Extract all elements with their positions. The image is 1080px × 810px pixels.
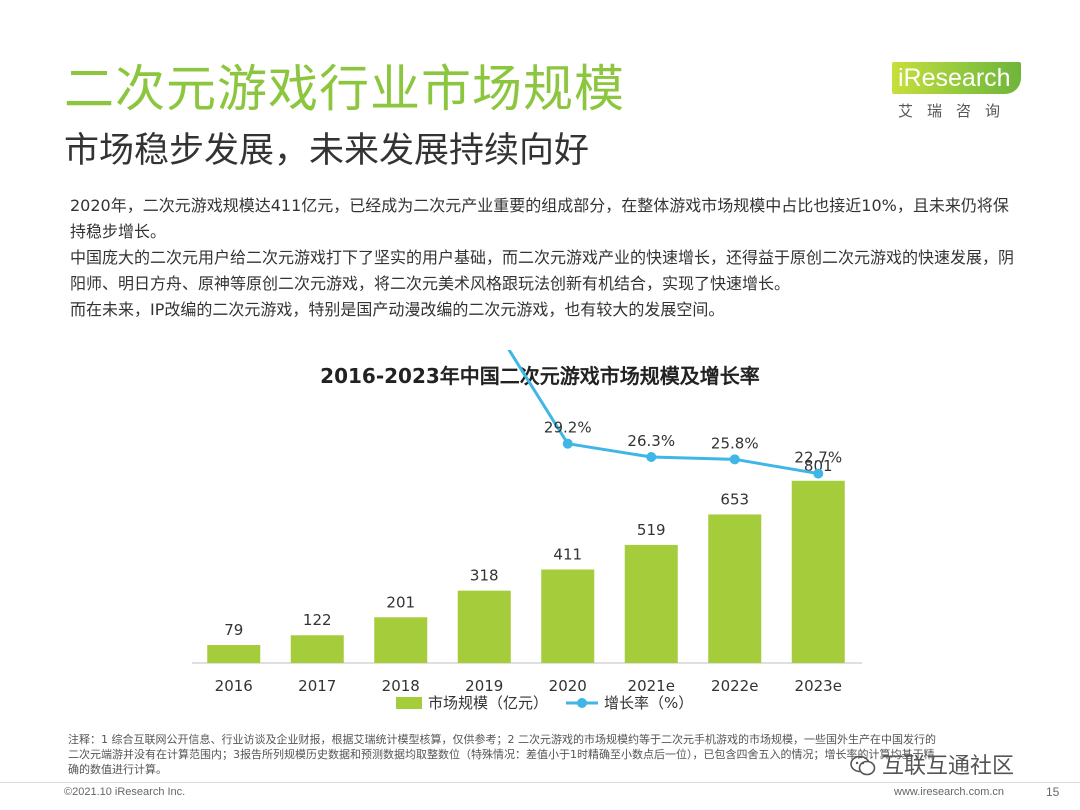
bar bbox=[207, 645, 261, 663]
iresearch-logo: iResearch 艾瑞咨询 bbox=[892, 58, 1032, 122]
page-number: 15 bbox=[1046, 785, 1060, 799]
x-tick-label: 2016 bbox=[215, 677, 253, 695]
bar bbox=[541, 569, 595, 663]
bar-value-label: 411 bbox=[553, 545, 582, 563]
footnote: 注释：1 综合互联网公开信息、行业访谈及企业财报，根据艾瑞统计模型核算，仅供参考… bbox=[68, 732, 1028, 777]
growth-rate-label: 29.2% bbox=[544, 419, 592, 437]
footer-divider bbox=[0, 782, 1080, 783]
logo-wordmark: iResearch bbox=[892, 62, 1021, 94]
footnote-line-2: 二次元端游并没有在计算范围内；3报告所列规模历史数据和预测数据均取整数位（特殊情… bbox=[68, 748, 935, 761]
x-tick-label: 2020 bbox=[549, 677, 587, 695]
chart-title: 2016-2023年中国二次元游戏市场规模及增长率 bbox=[320, 364, 760, 388]
bar-value-label: 79 bbox=[224, 621, 243, 639]
bar-value-label: 201 bbox=[386, 593, 415, 611]
bar-value-label: 519 bbox=[637, 521, 666, 539]
footnote-line-3: 确的数值进行计算。 bbox=[68, 763, 167, 776]
logo-subtitle: 艾瑞咨询 bbox=[898, 102, 1015, 120]
growth-rate-label: 26.3% bbox=[627, 432, 675, 450]
bar bbox=[290, 635, 344, 663]
chat-bubble-icon bbox=[850, 755, 876, 776]
paragraph-2: 中国庞大的二次元用户给二次元游戏打下了坚实的用户基础，而二次元游戏产业的快速增长… bbox=[70, 248, 1015, 293]
bar-value-label: 318 bbox=[470, 567, 499, 585]
bar-value-label: 801 bbox=[804, 457, 833, 475]
bar bbox=[708, 514, 762, 663]
bar bbox=[791, 480, 845, 663]
growth-rate-label: 25.8% bbox=[711, 434, 759, 452]
x-tick-label: 2018 bbox=[382, 677, 420, 695]
growth-rate-line bbox=[507, 350, 819, 476]
bar bbox=[457, 590, 511, 663]
footnote-line-1: 注释：1 综合互联网公开信息、行业访谈及企业财报，根据艾瑞统计模型核算，仅供参考… bbox=[68, 733, 936, 746]
market-size-chart: 79 2016 122 2017 201 2018 318 2019 411 2020 519 202… bbox=[192, 350, 862, 712]
bar bbox=[374, 617, 428, 663]
bar-value-label: 653 bbox=[720, 490, 749, 508]
footer-site: www.iresearch.com.cn bbox=[894, 786, 1005, 798]
x-tick-label: 2021e bbox=[628, 677, 675, 695]
paragraph-3: 而在未来，IP改编的二次元游戏，特别是国产动漫改编的二次元游戏，也有较大的发展空… bbox=[70, 300, 725, 319]
footer-copyright: ©2021.10 iResearch Inc. bbox=[64, 786, 186, 798]
x-tick-label: 2022e bbox=[711, 677, 758, 695]
watermark: 互联互通社区 bbox=[850, 748, 1015, 779]
growth-rate-label: 22.7% bbox=[794, 449, 842, 467]
x-tick-label: 2017 bbox=[298, 677, 336, 695]
x-tick-label: 2023e bbox=[795, 677, 842, 695]
intro-text: 2020年，二次元游戏规模达411亿元，已经成为二次元产业重要的组成部分，在整体… bbox=[70, 193, 1020, 323]
growth-rate-point bbox=[646, 452, 657, 463]
bar bbox=[624, 544, 678, 663]
growth-rate-point bbox=[729, 454, 740, 465]
legend-bar-label: 市场规模（亿元） bbox=[428, 694, 548, 712]
paragraph-1: 2020年，二次元游戏规模达411亿元，已经成为二次元产业重要的组成部分，在整体… bbox=[70, 196, 1009, 241]
growth-rate-point bbox=[813, 468, 824, 479]
page-subtitle: 市场稳步发展，未来发展持续向好 bbox=[64, 131, 590, 171]
legend-line-label: 增长率（%） bbox=[604, 694, 693, 712]
page-title: 二次元游戏行业市场规模 bbox=[64, 60, 625, 118]
legend-bar-swatch bbox=[396, 697, 422, 709]
bar-value-label: 122 bbox=[303, 611, 332, 629]
x-tick-label: 2019 bbox=[465, 677, 503, 695]
growth-rate-point bbox=[562, 438, 573, 449]
legend-line-marker bbox=[577, 698, 587, 708]
watermark-text: 互联互通社区 bbox=[882, 754, 1015, 779]
